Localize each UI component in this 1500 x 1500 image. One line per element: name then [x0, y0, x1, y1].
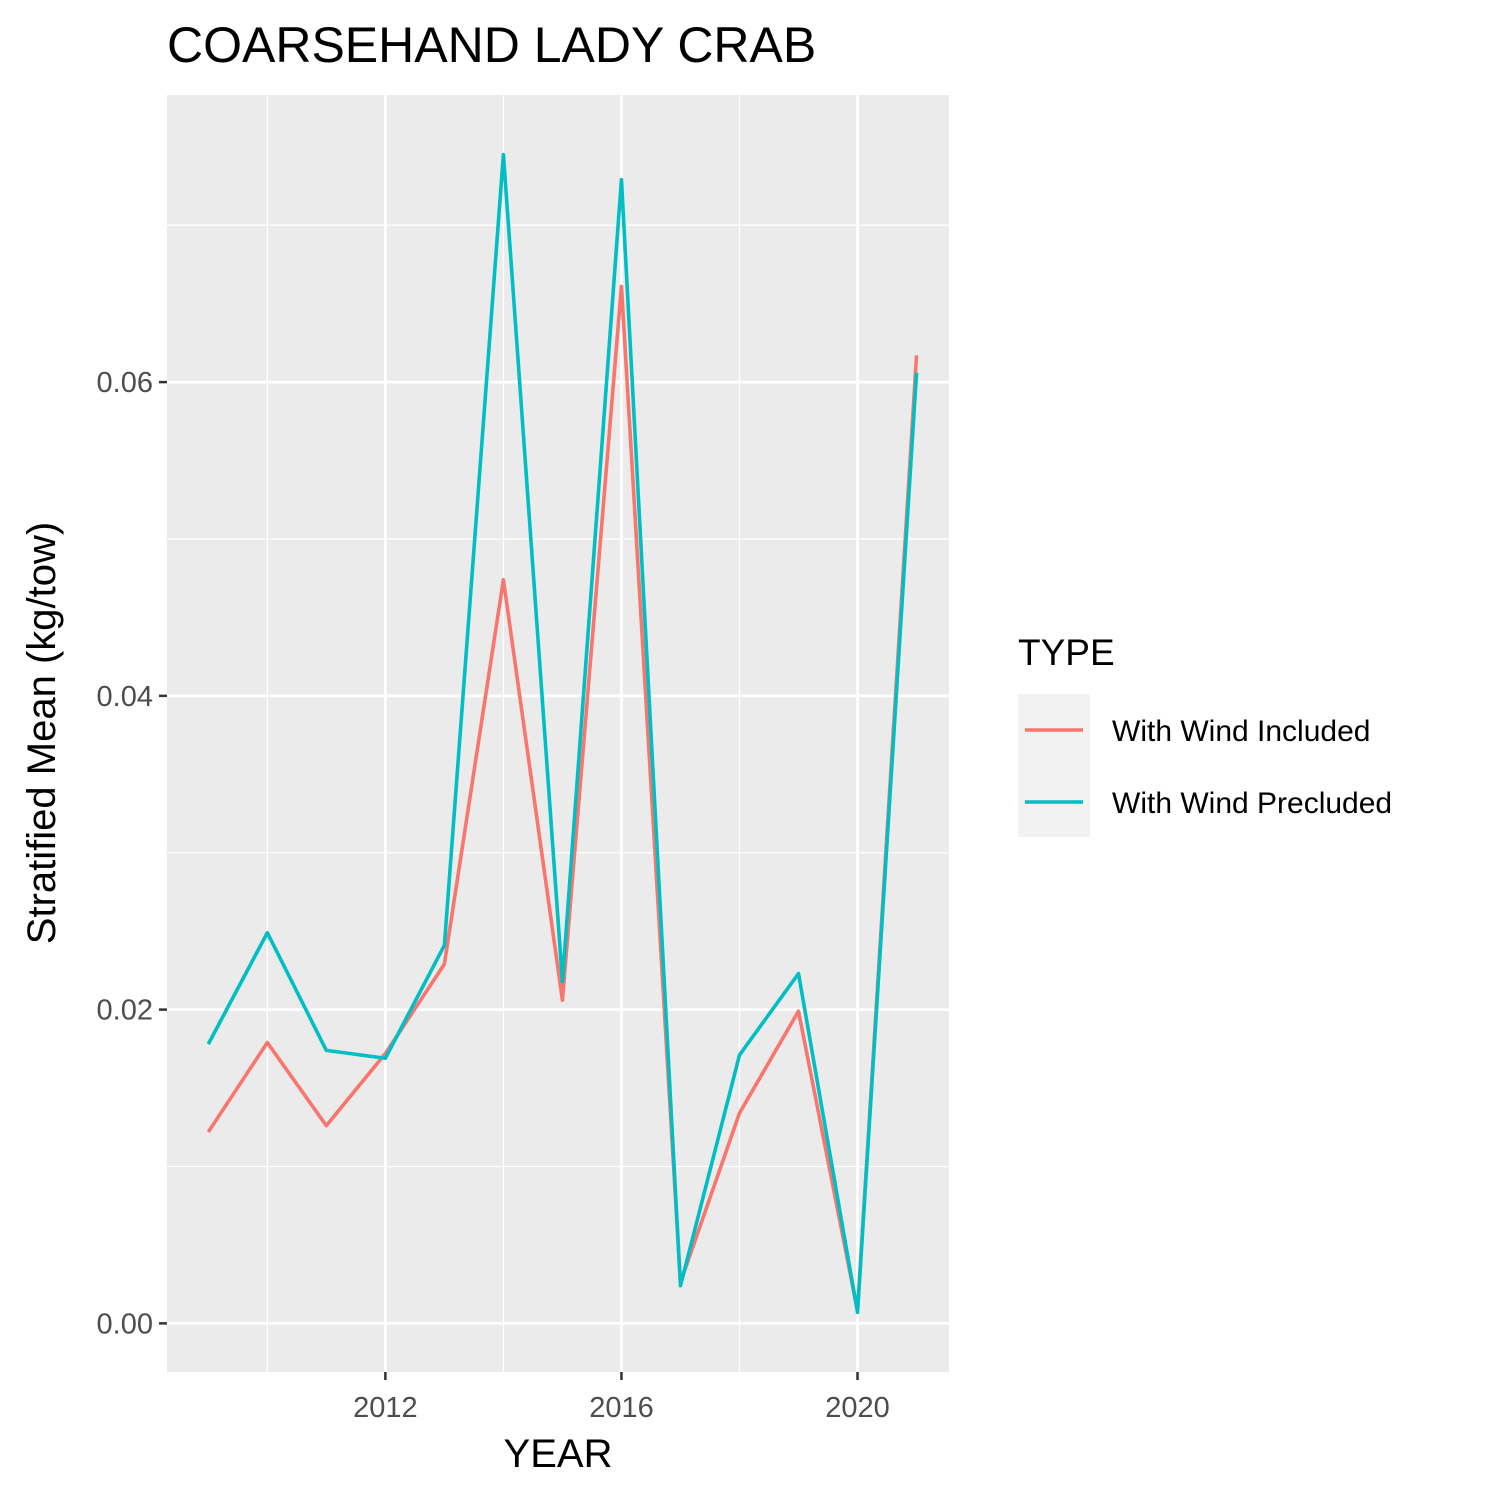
series-line-with-wind-precluded — [206, 152, 919, 1315]
minor-gridlines — [167, 95, 949, 1372]
legend: TYPE With Wind Included With Wind Preclud… — [1018, 632, 1392, 837]
legend-label-with-wind-included: With Wind Included — [1112, 715, 1370, 748]
x-tick-label: 2016 — [589, 1392, 654, 1424]
series-lines — [206, 152, 919, 1315]
x-tick-label: 2012 — [353, 1392, 418, 1424]
major-gridlines — [167, 95, 949, 1372]
legend-key-background — [1018, 694, 1090, 837]
x-tick-label: 2020 — [825, 1392, 890, 1424]
plot-panel — [167, 95, 949, 1372]
chart-title: COARSEHAND LADY CRAB — [167, 17, 816, 73]
x-axis-title: YEAR — [504, 1432, 613, 1476]
y-axis: 0.00 0.02 0.04 0.06 — [97, 367, 167, 1340]
legend-label-with-wind-precluded: With Wind Precluded — [1112, 787, 1392, 820]
x-axis: 2012 2016 2020 — [353, 1372, 890, 1424]
y-tick-label: 0.06 — [97, 367, 153, 399]
y-axis-title: Stratified Mean (kg/tow) — [20, 522, 64, 944]
legend-title: TYPE — [1018, 632, 1115, 673]
y-tick-label: 0.04 — [97, 681, 153, 713]
y-tick-label: 0.02 — [97, 995, 153, 1027]
y-tick-label: 0.00 — [97, 1308, 153, 1340]
series-line-with-wind-included — [206, 284, 919, 1313]
